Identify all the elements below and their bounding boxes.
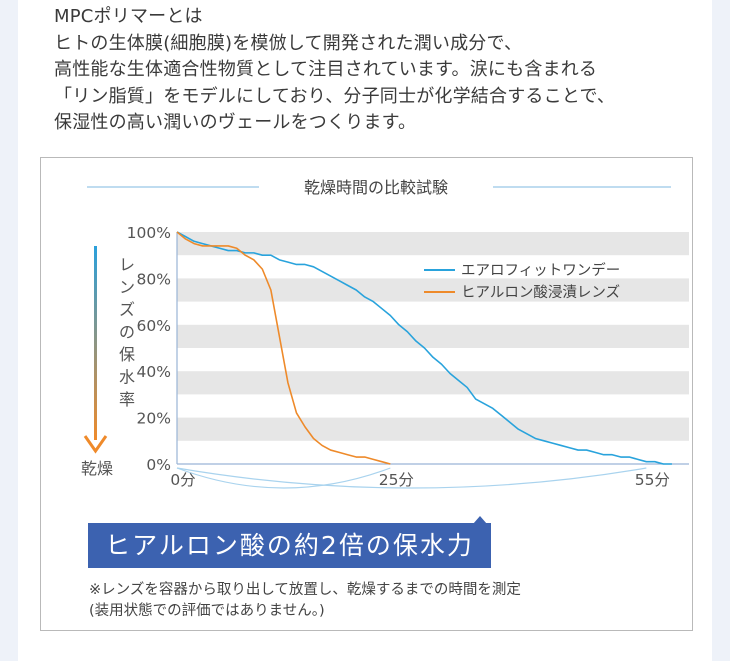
chart-box: 乾燥時間の比較試験 100% 80% 60% 40% 20% 0% 0分 25分 55分 レンズの保…: [40, 157, 693, 631]
series-line-1: [176, 231, 672, 465]
footnote: ※レンズを容器から取り出して放置し、乾燥するまでの時間を測定 (装用状態での評価…: [89, 580, 521, 622]
legend-label: エアロフィットワンデー: [461, 261, 620, 279]
x-tick-label: 0分: [170, 471, 195, 489]
line-chart: 乾燥時間の比較試験 100% 80% 60% 40% 20% 0%0分 25分 55分 レンズの保…: [81, 178, 689, 489]
y-axis-arrow-head: [83, 435, 108, 454]
y-tick-label: 100%: [127, 224, 171, 242]
footnote-line: ※レンズを容器から取り出して放置し、乾燥するまでの時間を測定: [89, 582, 521, 598]
footnote-line: (装用状態での評価ではありません。): [89, 603, 325, 619]
y-axis-label-char: 率: [119, 390, 135, 409]
y-axis-label-char: 保: [119, 345, 135, 364]
grid-band: [177, 324, 689, 348]
y-axis-label-char: ズ: [119, 300, 135, 319]
chart-title: 乾燥時間の比較試験: [304, 178, 448, 197]
intro-line: 「リン脂質」をモデルにしており、分子同士が化学結合することで、: [54, 85, 616, 107]
series-line-2: [176, 231, 391, 465]
x-tick-label: 25分: [379, 471, 414, 489]
x-tick-label: 55分: [635, 471, 670, 489]
legend-label: ヒアルロン酸浸漬レンズ: [461, 284, 620, 301]
y-axis-label-char: の: [119, 323, 135, 342]
y-tick-label: 40%: [137, 363, 171, 381]
grid-band: [177, 278, 689, 302]
grid-band: [177, 371, 689, 395]
y-axis-arrow-shaft: [94, 246, 97, 440]
y-tick-label: 0%: [146, 456, 171, 474]
y-axis-label-char: ン: [119, 278, 135, 297]
intro-line: MPCポリマーとは: [54, 6, 203, 27]
intro-text: MPCポリマーとは ヒトの生体膜(細胞膜)を模倣して開発された潤い成分で、 高性…: [54, 4, 704, 137]
y-tick-label: 20%: [137, 410, 171, 428]
intro-line: ヒトの生体膜(細胞膜)を模倣して開発された潤い成分で、: [54, 32, 523, 54]
comparison-arc-long: [176, 467, 647, 489]
callout-pointer: [473, 516, 487, 524]
y-axis-label-char: 水: [119, 368, 135, 387]
grid-band: [177, 417, 689, 441]
y-axis-end-label: 乾燥: [81, 459, 113, 478]
intro-line: 高性能な生体適合性物質として注目されています。涙にも含まれる: [54, 59, 598, 80]
intro-line: 保湿性の高い潤いのヴェールをつくります。: [54, 112, 417, 133]
comparison-arc-short: [176, 467, 391, 489]
y-tick-label: 80%: [137, 270, 171, 288]
y-axis-label-char: レ: [119, 255, 135, 274]
y-tick-label: 60%: [137, 317, 171, 335]
content-panel: MPCポリマーとは ヒトの生体膜(細胞膜)を模倣して開発された潤い成分で、 高性…: [18, 0, 712, 661]
callout-banner: ヒアルロン酸の約2倍の保水力: [88, 523, 491, 568]
grid-band: [177, 232, 689, 256]
